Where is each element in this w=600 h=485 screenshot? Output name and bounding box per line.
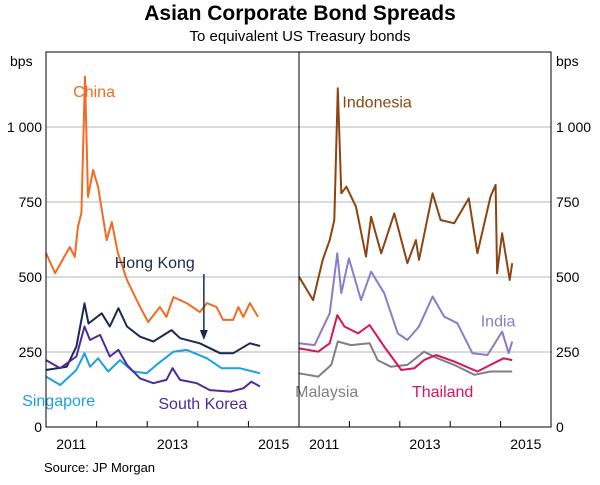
chart-title: Asian Corporate Bond Spreads: [144, 2, 456, 25]
x-tick-label: 2011: [56, 436, 86, 452]
x-tick-label: 2015: [258, 436, 289, 452]
y-tick-label-left: 250: [19, 344, 43, 360]
y-tick-label-right: 750: [556, 194, 580, 210]
y-axis-label-right: bps: [556, 53, 579, 69]
y-tick-label-left: 750: [19, 194, 43, 210]
series-line-singapore: [45, 348, 261, 386]
x-tick-label: 2013: [409, 436, 440, 452]
series-label-indonesia: Indonesia: [342, 95, 411, 112]
series-label-thailand: Thailand: [412, 384, 473, 401]
y-tick-label-left: 0: [34, 419, 42, 435]
series-label-singapore: Singapore: [22, 393, 95, 410]
y-tick-label-left: 500: [19, 269, 43, 285]
y-tick-label-right: 250: [556, 344, 580, 360]
series-line-malaysia: [298, 340, 513, 378]
source-note: Source: JP Morgan: [44, 460, 155, 475]
x-tick-label: 2013: [157, 436, 188, 452]
y-tick-label-right: 0: [556, 419, 564, 435]
series-line-hong-kong: [45, 302, 261, 371]
y-tick-label-right: 1 000: [556, 119, 591, 135]
series-label-south-korea: South Korea: [158, 396, 247, 413]
series-line-indonesia: [298, 87, 514, 302]
series-line-south-korea: [45, 325, 261, 393]
series-line-thailand: [298, 314, 513, 373]
series-line-china: [45, 75, 259, 323]
series-label-hong-kong: Hong Kong: [115, 255, 195, 272]
chart-subtitle: To equivalent US Treasury bonds: [190, 28, 411, 45]
series-label-malaysia: Malaysia: [295, 384, 358, 401]
arrow-head-icon: [199, 330, 208, 340]
series-label-china: China: [73, 84, 115, 101]
x-tick-label: 2011: [309, 436, 339, 452]
series-line-india: [298, 252, 514, 356]
y-axis-label-left: bps: [10, 53, 33, 69]
x-tick-label: 2015: [510, 436, 541, 452]
series-label-india: India: [481, 314, 516, 331]
y-tick-label-right: 500: [556, 269, 580, 285]
y-tick-label-left: 1 000: [7, 119, 42, 135]
